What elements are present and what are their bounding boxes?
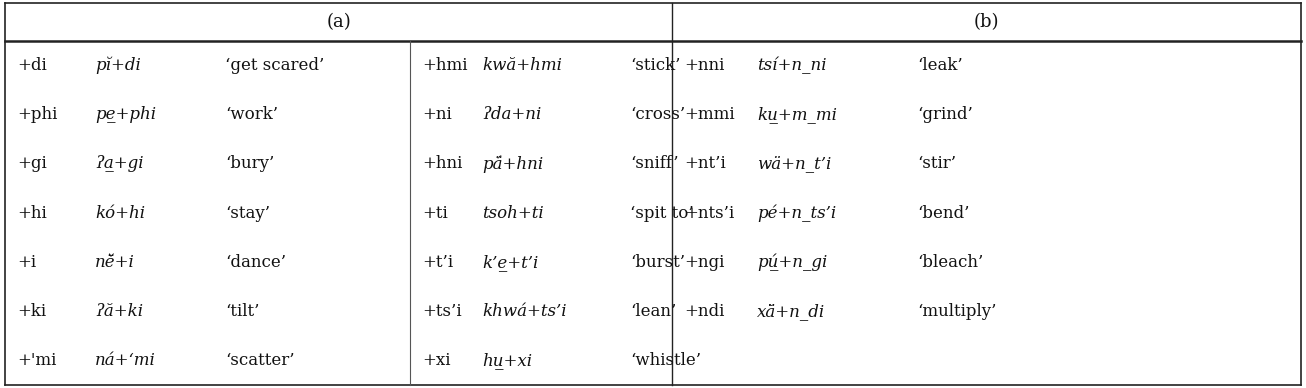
Text: k’e̲+t’i: k’e̲+t’i (482, 254, 538, 271)
Text: +'mi: +'mi (17, 352, 56, 369)
Text: ‘stir’: ‘stir’ (917, 155, 956, 172)
Text: +ngi: +ngi (684, 254, 725, 271)
Text: ‘cross’: ‘cross’ (629, 106, 686, 123)
Text: ‘burst’: ‘burst’ (629, 254, 686, 271)
Text: ‘multiply’: ‘multiply’ (917, 303, 996, 320)
Text: +ki: +ki (17, 303, 46, 320)
Text: ‘sniff’: ‘sniff’ (629, 155, 679, 172)
Text: +hni: +hni (422, 155, 462, 172)
Text: hu̲+xi: hu̲+xi (482, 352, 532, 369)
Text: khwá+ts’i: khwá+ts’i (482, 303, 567, 320)
Text: ku̲+m_mi: ku̲+m_mi (757, 106, 837, 123)
Text: ně̈+i: ně̈+i (95, 254, 135, 271)
Text: +i: +i (17, 254, 37, 271)
Text: +xi: +xi (422, 352, 451, 369)
Text: pe̲+phi: pe̲+phi (95, 106, 157, 123)
Text: tsoh+ti: tsoh+ti (482, 204, 543, 222)
Text: ná+‘mi: ná+‘mi (95, 352, 155, 369)
Text: ‘bleach’: ‘bleach’ (917, 254, 983, 271)
Text: pé+n_ts’i: pé+n_ts’i (757, 204, 836, 222)
Text: ‘tilt’: ‘tilt’ (225, 303, 260, 320)
Text: +mmi: +mmi (684, 106, 734, 123)
Text: kwă+hmi: kwă+hmi (482, 57, 562, 74)
Text: ‘grind’: ‘grind’ (917, 106, 973, 123)
Text: +ti: +ti (422, 204, 448, 222)
Text: +ni: +ni (422, 106, 452, 123)
Text: +ndi: +ndi (684, 303, 725, 320)
Text: ʔa̲+gi: ʔa̲+gi (95, 155, 144, 172)
Text: ‘spit to’: ‘spit to’ (629, 204, 693, 222)
Text: ‘dance’: ‘dance’ (225, 254, 286, 271)
Text: +gi: +gi (17, 155, 47, 172)
Text: ʔă+ki: ʔă+ki (95, 303, 144, 320)
Text: +ts’i: +ts’i (422, 303, 461, 320)
Text: +nt’i: +nt’i (684, 155, 726, 172)
Text: +t’i: +t’i (422, 254, 453, 271)
Text: ‘scatter’: ‘scatter’ (225, 352, 295, 369)
Text: wä+n_t’i: wä+n_t’i (757, 155, 832, 172)
Text: ‘leak’: ‘leak’ (917, 57, 963, 74)
Text: ‘bury’: ‘bury’ (225, 155, 274, 172)
Text: +nts’i: +nts’i (684, 204, 734, 222)
Text: ‘bend’: ‘bend’ (917, 204, 969, 222)
Text: kó+hi: kó+hi (95, 204, 145, 222)
Text: xă̈+n_di: xă̈+n_di (757, 303, 825, 320)
Text: (a): (a) (326, 13, 351, 31)
Text: pá̈+hni: pá̈+hni (482, 155, 543, 173)
Text: +hi: +hi (17, 204, 47, 222)
Text: +phi: +phi (17, 106, 57, 123)
Text: +nni: +nni (684, 57, 725, 74)
Text: +di: +di (17, 57, 47, 74)
Text: pĭ+di: pĭ+di (95, 57, 141, 74)
Text: ʔda+ni: ʔda+ni (482, 106, 542, 123)
Text: ‘stick’: ‘stick’ (629, 57, 680, 74)
Text: (b): (b) (974, 13, 999, 31)
Text: ‘stay’: ‘stay’ (225, 204, 270, 222)
Text: ‘work’: ‘work’ (225, 106, 278, 123)
Text: ‘lean’: ‘lean’ (629, 303, 677, 320)
Text: +hmi: +hmi (422, 57, 468, 74)
Text: ‘whistle’: ‘whistle’ (629, 352, 701, 369)
Text: tsí+n_ni: tsí+n_ni (757, 57, 827, 74)
Text: pú̲+n_gi: pú̲+n_gi (757, 253, 828, 271)
Text: ‘get scared’: ‘get scared’ (225, 57, 324, 74)
